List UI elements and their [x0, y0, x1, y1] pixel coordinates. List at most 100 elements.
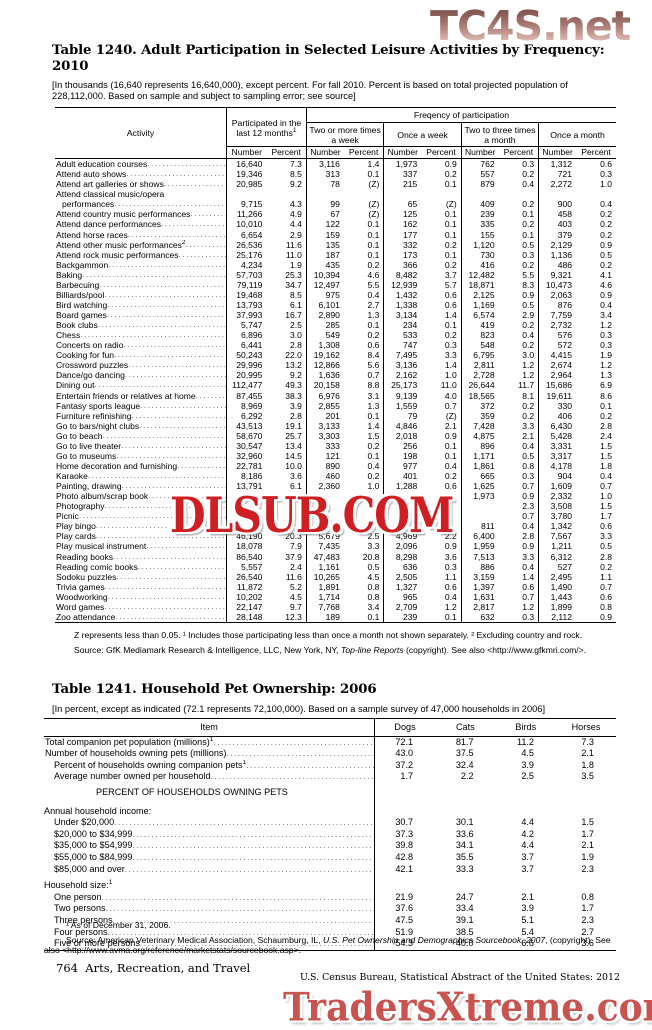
cell-percent: 0.5	[522, 299, 535, 310]
cell-number: 239	[383, 611, 422, 623]
cell-value: 24.7	[455, 891, 474, 902]
cell-percent	[421, 491, 461, 501]
cell-value: 30.7	[374, 817, 436, 829]
cell-percent: 1.4	[444, 360, 457, 371]
cell-number: 1,312	[538, 158, 577, 170]
table-row: Bird watching ..........................…	[55, 299, 616, 310]
cell-percent: 0.5	[600, 249, 612, 260]
row-label: Photography	[56, 501, 105, 512]
cell-number: 876	[538, 299, 577, 310]
cell-number: 435	[305, 259, 344, 270]
page-number: 764	[56, 961, 78, 975]
cell-percent: 3.4	[600, 310, 612, 320]
cell-percent: 0.4	[600, 299, 612, 310]
cell-number: 900	[538, 199, 577, 210]
leader-dots: ........................................…	[226, 749, 375, 759]
cell-percent	[421, 511, 461, 521]
cell-number: 416	[460, 259, 499, 270]
cell-percent: 2.8	[290, 410, 302, 421]
leader-dots: ........................................…	[113, 350, 227, 360]
cell-percent: 0.7	[600, 481, 612, 492]
cell-number: 3,508	[538, 501, 577, 512]
leader-dots: ........................................…	[210, 772, 375, 782]
row-label: Play musical instrument	[56, 541, 147, 552]
cell-number	[226, 189, 267, 200]
footnote-marker: 1	[209, 736, 214, 743]
leader-dots: ........................................…	[137, 561, 227, 571]
row-label: Adult education courses	[56, 159, 148, 170]
table-row: Average number owned per household .....…	[44, 771, 616, 783]
cell-number	[305, 501, 344, 512]
cell-percent: 3.9	[290, 400, 302, 411]
table-row: Go to live theater .....................…	[55, 440, 616, 451]
cell-value: 3.9	[521, 903, 534, 914]
cell-number: 50,243	[226, 350, 267, 361]
cell-percent: 1.2	[444, 601, 457, 612]
cell-number: 256	[383, 440, 422, 451]
table-row: Home decoration and furnishing .........…	[55, 460, 616, 471]
cell-percent	[499, 189, 539, 199]
cell-empty	[374, 800, 436, 818]
cell-percent: 0.6	[444, 481, 457, 492]
cell-percent: 0.4	[444, 460, 457, 471]
cell-percent: 1.4	[444, 310, 457, 320]
cell-number: 43,513	[226, 420, 267, 431]
cell-empty	[496, 783, 556, 801]
cell-number: 1,891	[305, 581, 344, 592]
col-cats: Cats	[435, 718, 496, 737]
table-row: Dance/go dancing .......................…	[55, 370, 616, 381]
footnote-marker: 2	[181, 239, 186, 246]
cell-percent: 0.7	[522, 481, 535, 492]
cell-number	[383, 189, 422, 200]
cell-percent: 8.6	[600, 390, 612, 401]
cell-percent: 0.5	[522, 239, 535, 250]
cell-percent: 9.2	[290, 179, 302, 190]
table-row: Play cards .............................…	[55, 531, 616, 542]
leader-dots: ........................................…	[82, 269, 227, 279]
leader-dots: ........................................…	[177, 460, 227, 470]
cell-number: 975	[305, 289, 344, 300]
leader-dots: ........................................…	[163, 179, 227, 189]
cell-percent: 0.6	[600, 521, 612, 532]
row-label: Cooking for fun	[56, 350, 114, 361]
cell-percent: 34.7	[285, 279, 302, 290]
cell-number: 2,964	[538, 370, 577, 381]
subcol-percent-1: Percent	[343, 145, 384, 159]
cell-number: 4,969	[383, 531, 422, 542]
row-label: Attend classical music/opera	[56, 189, 165, 200]
cell-number: 366	[383, 259, 422, 270]
cell-percent: 1.5	[600, 501, 612, 512]
cell-number: 1,432	[383, 289, 422, 300]
cell-number: 28,148	[226, 611, 267, 623]
cell-percent: 1.5	[367, 430, 380, 441]
cell-number: 10,202	[226, 591, 267, 602]
table-row: Picnic .................................…	[55, 511, 616, 522]
cell-percent	[344, 521, 384, 531]
cell-value: 3.9	[521, 759, 534, 770]
cell-number: 3,303	[305, 430, 344, 441]
cell-number: 6,101	[305, 299, 344, 310]
cell-percent: 0.2	[522, 410, 535, 421]
cell-percent: 4.9	[290, 209, 302, 220]
cell-value: 2.3	[581, 914, 594, 925]
cell-number	[305, 521, 344, 532]
cell-number: 4,178	[538, 460, 577, 471]
cell-number: 890	[305, 460, 344, 471]
leader-dots: ........................................…	[94, 380, 227, 390]
cell-percent: 3.7	[444, 269, 457, 280]
table-1241-source: Source: American Veterinary Medical Asso…	[44, 934, 611, 956]
cell-value: 11.2	[516, 736, 534, 747]
cell-number: 2,674	[538, 360, 577, 371]
cell-number: 896	[460, 440, 499, 451]
row-label: Dance/go dancing	[56, 370, 125, 381]
leader-dots: ........................................…	[113, 551, 227, 561]
cell-number: 47,483	[305, 551, 344, 562]
cell-number: 2,129	[538, 239, 577, 250]
cell-number: 2,063	[538, 289, 577, 300]
table-row: Play musical instrument ................…	[55, 541, 616, 552]
cell-number: 4,846	[383, 420, 422, 431]
cell-percent: 37.9	[285, 551, 302, 562]
cell-percent: 1.2	[522, 370, 535, 381]
cell-number	[460, 511, 499, 522]
cell-number: 747	[383, 340, 422, 351]
